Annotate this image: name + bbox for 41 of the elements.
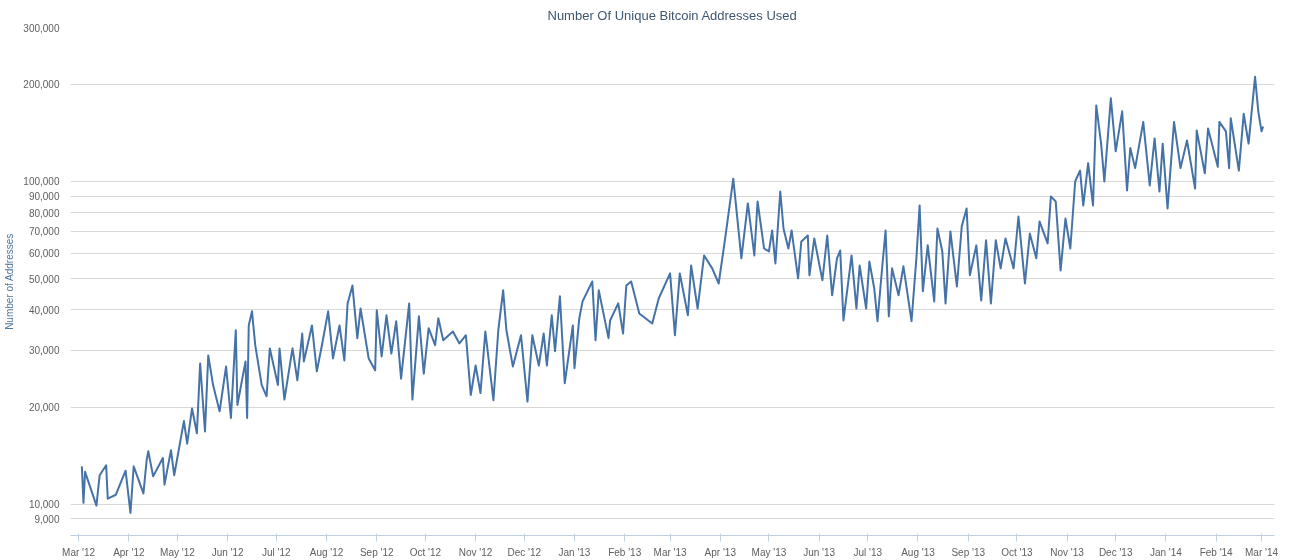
x-tick-label: Sep '13: [951, 546, 986, 558]
x-tick-label: Dec '13: [1098, 546, 1133, 558]
y-tick-label: 90,000: [28, 191, 60, 203]
y-tick-label: 10,000: [28, 499, 60, 511]
x-tick-label: Aug '12: [309, 546, 344, 558]
x-tick-label: Aug '13: [901, 546, 936, 558]
y-tick-label: 300,000: [23, 22, 60, 34]
y-tick-label: 40,000: [28, 304, 60, 316]
x-tick-label: Nov '13: [1050, 546, 1085, 558]
x-tick-label: Oct '13: [1001, 546, 1033, 558]
y-tick-label: 50,000: [28, 273, 60, 285]
x-tick-label: Oct '12: [409, 546, 442, 558]
x-tick-label: Nov '12: [458, 546, 493, 558]
x-tick-label: Mar '14: [1245, 546, 1279, 558]
y-tick-label: 200,000: [23, 79, 60, 91]
y-tick-label: 20,000: [28, 402, 60, 414]
line-series: [80, 75, 1265, 514]
x-tick-label: Mar '13: [653, 546, 688, 558]
x-tick-label: Jan '13: [558, 546, 591, 558]
x-tick-label: Feb '14: [1199, 546, 1234, 558]
x-tick-label: Jul '13: [853, 546, 883, 558]
x-tick-label: Jun '12: [211, 546, 245, 558]
x-tick-label: May '13: [751, 546, 787, 558]
y-tick-label: 80,000: [28, 207, 60, 219]
x-tick-label: Sep '12: [359, 546, 395, 558]
x-tick-label: Jun '13: [803, 546, 836, 558]
x-tick-label: Jul '12: [262, 546, 292, 558]
y-tick-label: 60,000: [28, 248, 60, 260]
y-tick-label: 30,000: [28, 345, 60, 357]
x-tick-label: May '12: [160, 546, 196, 558]
y-axis-title: Number of Addresses: [4, 233, 16, 330]
x-tick-label: Feb '13: [608, 546, 642, 558]
y-tick-label: 70,000: [28, 226, 60, 238]
x-tick-label: Mar '12: [62, 546, 96, 558]
x-tick-label: Apr '12: [113, 546, 145, 558]
y-tick-label: 9,000: [34, 513, 60, 525]
chart-title: Number Of Unique Bitcoin Addresses Used: [547, 7, 797, 23]
x-tick-label: Apr '13: [704, 546, 737, 558]
x-tick-label: Dec '12: [507, 546, 542, 558]
y-tick-label: 100,000: [23, 176, 60, 188]
x-tick-label: Jan '14: [1149, 546, 1183, 558]
